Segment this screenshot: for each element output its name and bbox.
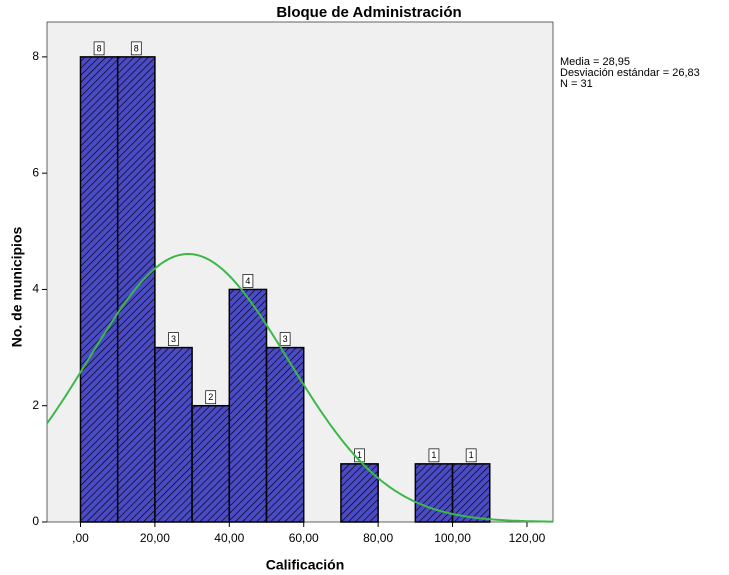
value-label-box: [168, 332, 179, 346]
value-label: 1: [431, 450, 436, 460]
stats-annotation: Media = 28,95: [560, 56, 630, 68]
stats-annotation: Desviación estándar = 26,83: [560, 67, 700, 79]
value-label-box: [279, 332, 291, 346]
bar-hatch: [154, 346, 193, 523]
bar-hatch: [228, 288, 268, 523]
y-axis-label: No. de municipios: [9, 227, 25, 348]
y-tick-label: 0: [32, 514, 39, 528]
value-label-box: [465, 448, 477, 463]
value-label: 3: [283, 334, 288, 344]
value-label-box: [428, 448, 440, 463]
y-tick-label: 6: [32, 165, 39, 179]
x-tick-label: 100,00: [434, 531, 471, 545]
stats-annotation: N = 31: [560, 78, 593, 90]
value-label: 1: [357, 450, 362, 460]
bar-hatch: [191, 404, 231, 523]
bar-hatch: [265, 346, 305, 523]
y-tick-label: 2: [32, 398, 39, 412]
x-tick-label: 60,00: [289, 531, 319, 545]
chart-title: Bloque de Administración: [276, 4, 461, 21]
y-tick-label: 4: [32, 282, 39, 296]
value-label: 3: [171, 334, 176, 344]
x-tick-label: 80,00: [363, 531, 393, 545]
x-tick-label: ,00: [72, 531, 89, 545]
bar-hatch: [451, 463, 491, 523]
normal-curve: [46, 253, 554, 523]
value-label-box: [130, 41, 142, 56]
value-label-box: [242, 274, 254, 288]
x-tick-label: 120,00: [509, 531, 546, 545]
x-tick-label: 40,00: [214, 531, 244, 545]
value-label-box: [205, 390, 217, 405]
value-label: 4: [245, 276, 250, 286]
bar-hatch: [79, 56, 119, 523]
value-label-box: [93, 41, 105, 56]
value-label: 1: [469, 450, 474, 460]
y-tick-label: 8: [32, 49, 39, 63]
value-label: 8: [134, 43, 139, 53]
x-tick-label: 20,00: [140, 531, 170, 545]
x-axis-label: Calificación: [266, 557, 345, 573]
value-label: 8: [97, 43, 102, 53]
value-label: 2: [208, 392, 213, 402]
